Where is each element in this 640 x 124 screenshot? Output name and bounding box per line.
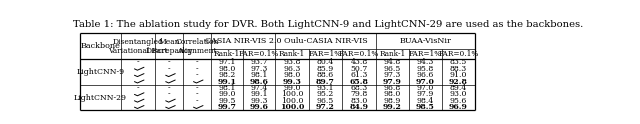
Text: 97.0: 97.0 bbox=[416, 78, 435, 86]
Text: 97.3: 97.3 bbox=[250, 65, 268, 73]
Text: -: - bbox=[196, 59, 198, 66]
Text: LightCNN-9: LightCNN-9 bbox=[76, 68, 124, 76]
Text: 97.3: 97.3 bbox=[384, 71, 401, 79]
Text: 98.4: 98.4 bbox=[417, 97, 434, 105]
Text: 98.0: 98.0 bbox=[283, 71, 300, 79]
Text: 98.0: 98.0 bbox=[384, 90, 401, 98]
Text: -: - bbox=[168, 90, 171, 98]
Text: Mean
Discrepancy: Mean Discrepancy bbox=[145, 38, 193, 55]
Text: 93.8: 93.8 bbox=[283, 59, 300, 66]
Text: 99.7: 99.7 bbox=[218, 103, 236, 111]
Text: 97.1: 97.1 bbox=[218, 59, 236, 66]
Text: 97.4: 97.4 bbox=[250, 84, 268, 92]
Text: 97.9: 97.9 bbox=[417, 90, 434, 98]
Text: 97.9: 97.9 bbox=[383, 78, 402, 86]
Text: 89.7: 89.7 bbox=[316, 78, 335, 86]
Text: 43.8: 43.8 bbox=[351, 59, 368, 66]
Text: FAR=0.1%: FAR=0.1% bbox=[339, 50, 380, 58]
Text: 94.3: 94.3 bbox=[417, 59, 434, 66]
Text: 95.2: 95.2 bbox=[317, 90, 334, 98]
Text: 98.0: 98.0 bbox=[218, 65, 236, 73]
Text: 94.8: 94.8 bbox=[384, 59, 401, 66]
Text: 83.5: 83.5 bbox=[450, 59, 467, 66]
Text: LightCNN-29: LightCNN-29 bbox=[74, 94, 127, 102]
Text: 68.3: 68.3 bbox=[351, 84, 368, 92]
Text: 98.2: 98.2 bbox=[218, 71, 236, 79]
Text: 99.2: 99.2 bbox=[383, 103, 402, 111]
Text: -: - bbox=[137, 84, 140, 92]
Text: 50.7: 50.7 bbox=[351, 65, 368, 73]
Text: Table 1: The ablation study for DVR. Both LightCNN-9 and LightCNN-29 are used as: Table 1: The ablation study for DVR. Bot… bbox=[73, 20, 583, 29]
Text: 96.5: 96.5 bbox=[317, 97, 334, 105]
Text: 100.0: 100.0 bbox=[280, 90, 303, 98]
Text: 99.3: 99.3 bbox=[250, 97, 268, 105]
Text: 93.1: 93.1 bbox=[317, 84, 334, 92]
Text: 92.8: 92.8 bbox=[449, 78, 468, 86]
Text: -: - bbox=[196, 71, 198, 79]
Text: 99.1: 99.1 bbox=[250, 90, 268, 98]
Text: 97.2: 97.2 bbox=[316, 103, 335, 111]
Text: 96.5: 96.5 bbox=[384, 65, 401, 73]
Text: BUAA-VisNir: BUAA-VisNir bbox=[400, 37, 452, 45]
Text: 97.0: 97.0 bbox=[417, 84, 434, 92]
Text: 99.3: 99.3 bbox=[282, 78, 301, 86]
Text: FAR=0.1%: FAR=0.1% bbox=[239, 50, 279, 58]
Text: 95.6: 95.6 bbox=[450, 97, 467, 105]
Text: Rank-1: Rank-1 bbox=[380, 50, 406, 58]
Text: 99.6: 99.6 bbox=[250, 103, 268, 111]
Text: 88.3: 88.3 bbox=[450, 65, 467, 73]
Text: 100.0: 100.0 bbox=[280, 97, 303, 105]
Text: CASIA NIR-VIS 2.0: CASIA NIR-VIS 2.0 bbox=[205, 37, 281, 45]
Text: Oulu-CASIA NIR-VIS: Oulu-CASIA NIR-VIS bbox=[284, 37, 367, 45]
Text: -: - bbox=[196, 90, 198, 98]
Text: Disentangled
Variational Part: Disentangled Variational Part bbox=[108, 38, 168, 55]
Text: 89.4: 89.4 bbox=[450, 84, 467, 92]
Text: 79.8: 79.8 bbox=[351, 90, 368, 98]
Text: 93.0: 93.0 bbox=[450, 90, 467, 98]
Text: 99.0: 99.0 bbox=[218, 90, 236, 98]
Text: 85.9: 85.9 bbox=[317, 65, 334, 73]
Text: 98.1: 98.1 bbox=[250, 71, 268, 79]
Text: 100.0: 100.0 bbox=[280, 103, 304, 111]
Text: -: - bbox=[137, 59, 140, 66]
Text: 99.0: 99.0 bbox=[283, 84, 301, 92]
Text: 99.5: 99.5 bbox=[218, 97, 236, 105]
Text: FAR=0.1%: FAR=0.1% bbox=[438, 50, 479, 58]
Text: 99.1: 99.1 bbox=[218, 78, 236, 86]
Text: FAR=1%: FAR=1% bbox=[309, 50, 342, 58]
Text: 98.9: 98.9 bbox=[384, 97, 401, 105]
Text: 96.8: 96.8 bbox=[384, 84, 401, 92]
Text: Correlation
Alignment: Correlation Alignment bbox=[175, 38, 219, 55]
Text: -: - bbox=[168, 59, 171, 66]
Text: 98.5: 98.5 bbox=[416, 103, 435, 111]
Text: -: - bbox=[196, 65, 198, 73]
Text: 98.1: 98.1 bbox=[218, 84, 236, 92]
Text: Backbone: Backbone bbox=[81, 42, 120, 50]
Text: 65.8: 65.8 bbox=[350, 78, 369, 86]
Text: -: - bbox=[168, 65, 171, 73]
Text: 80.4: 80.4 bbox=[317, 59, 334, 66]
Text: Rank-1: Rank-1 bbox=[278, 50, 305, 58]
Text: 96.3: 96.3 bbox=[283, 65, 300, 73]
Text: -: - bbox=[196, 84, 198, 92]
Text: 98.6: 98.6 bbox=[250, 78, 268, 86]
Text: 95.8: 95.8 bbox=[417, 65, 434, 73]
Text: 88.6: 88.6 bbox=[317, 71, 334, 79]
Text: 83.0: 83.0 bbox=[351, 97, 368, 105]
Text: -: - bbox=[196, 97, 198, 105]
Text: -: - bbox=[168, 84, 171, 92]
Text: 96.9: 96.9 bbox=[449, 103, 468, 111]
Text: FAR=1%: FAR=1% bbox=[408, 50, 442, 58]
Text: 93.7: 93.7 bbox=[250, 59, 268, 66]
Text: 91.0: 91.0 bbox=[450, 71, 467, 79]
Text: 61.3: 61.3 bbox=[351, 71, 368, 79]
Text: 96.6: 96.6 bbox=[417, 71, 434, 79]
Text: 84.9: 84.9 bbox=[349, 103, 369, 111]
Text: Rank-1: Rank-1 bbox=[214, 50, 240, 58]
